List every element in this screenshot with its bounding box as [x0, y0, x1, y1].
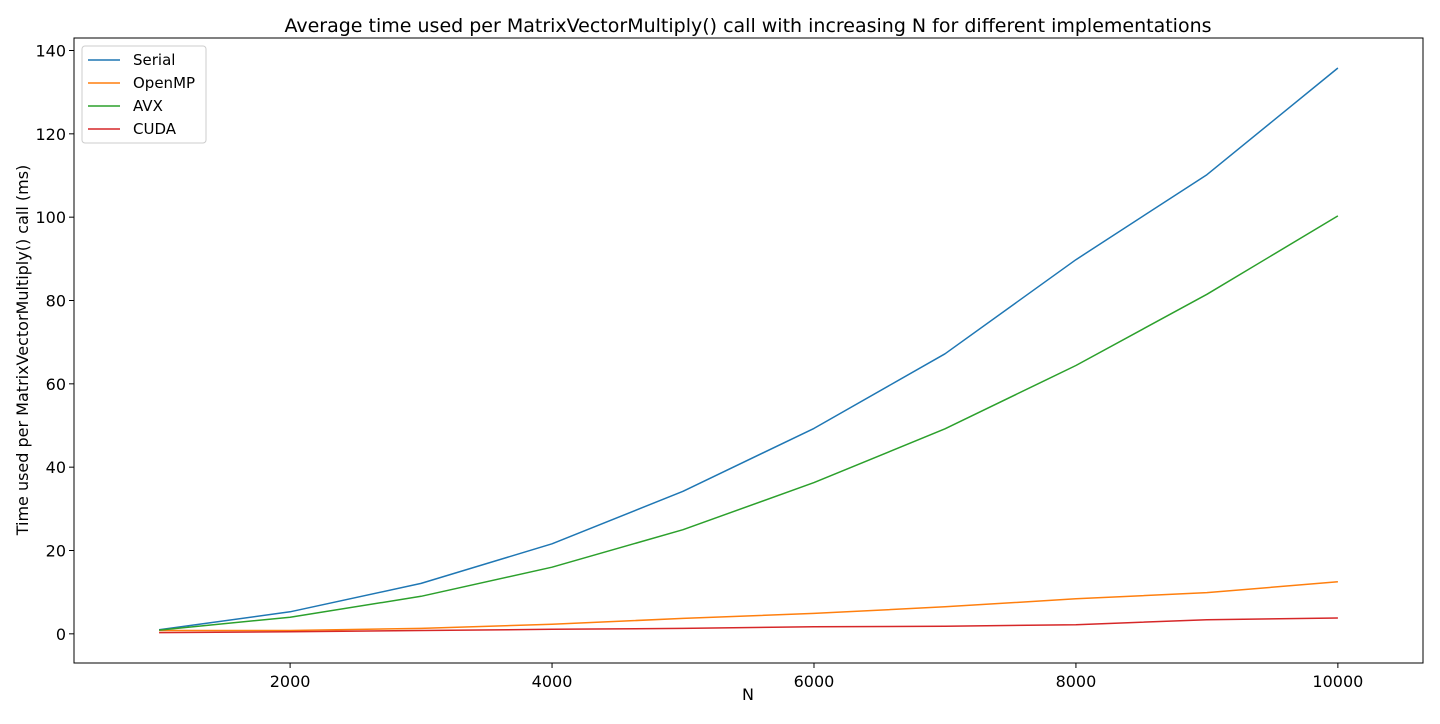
y-axis-label: Time used per MatrixVectorMultiply() cal… — [13, 165, 32, 537]
series-lines — [158, 67, 1339, 634]
legend-label: Serial — [133, 51, 175, 69]
x-tick-label: 6000 — [794, 672, 835, 691]
x-axis: 2000 4000 6000 8000 10000 — [270, 663, 1363, 691]
legend-box — [81, 45, 207, 144]
plot-area — [73, 37, 1424, 664]
y-tick-label: 100 — [35, 208, 66, 227]
x-tick-label: 4000 — [532, 672, 573, 691]
x-tick-label: 8000 — [1056, 672, 1097, 691]
y-tick-label: 60 — [46, 375, 66, 394]
legend: Serial OpenMP AVX CUDA — [81, 45, 207, 144]
x-tick-label: 2000 — [270, 672, 311, 691]
x-tick-label: 10000 — [1312, 672, 1363, 691]
chart-title: Average time used per MatrixVectorMultip… — [284, 15, 1211, 37]
legend-label: AVX — [133, 97, 163, 115]
series-line-avx — [159, 215, 1339, 631]
y-axis: 0 20 40 60 80 100 120 140 — [35, 42, 74, 644]
y-tick-label: 20 — [46, 542, 66, 561]
legend-label: CUDA — [133, 120, 177, 138]
x-axis-label: N — [742, 685, 754, 704]
y-tick-label: 120 — [35, 125, 66, 144]
y-tick-label: 80 — [46, 292, 66, 311]
y-tick-label: 140 — [35, 42, 66, 61]
series-line-openmp — [159, 581, 1338, 632]
y-tick-label: 40 — [46, 458, 66, 477]
legend-label: OpenMP — [133, 74, 195, 92]
series-line-cuda — [159, 617, 1338, 634]
series-line-serial — [158, 67, 1339, 631]
y-tick-label: 0 — [56, 625, 66, 644]
